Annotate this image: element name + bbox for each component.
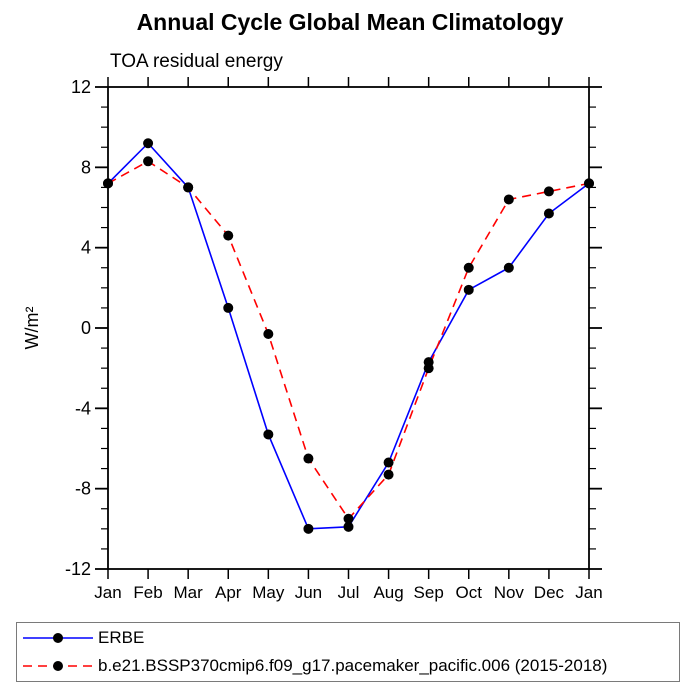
data-point-series-1 <box>223 230 234 241</box>
y-axis-tick-label: 12 <box>71 77 91 97</box>
data-point-series-0 <box>263 429 274 440</box>
y-axis-tick-label: -4 <box>75 398 91 418</box>
data-point-series-1 <box>303 453 314 464</box>
legend-item-model: b.e21.BSSP370cmip6.f09_g17.pacemaker_pac… <box>21 653 679 680</box>
plot-box <box>107 86 590 570</box>
data-point-series-0 <box>503 262 514 273</box>
data-point-series-1 <box>383 469 394 480</box>
series-line-0 <box>107 142 590 530</box>
x-axis-tick-label: Sep <box>414 583 444 602</box>
x-axis-tick-label: Apr <box>215 583 242 602</box>
legend-label-model: b.e21.BSSP370cmip6.f09_g17.pacemaker_pac… <box>98 656 608 675</box>
legend-label-erbe: ERBE <box>98 628 145 647</box>
x-axis-tick-label: May <box>252 583 285 602</box>
x-axis-tick-label: Aug <box>373 583 403 602</box>
chart-title: Annual Cycle Global Mean Climatology <box>136 9 564 35</box>
data-point-series-0 <box>343 521 354 532</box>
y-axis-tick-label: 8 <box>81 157 91 177</box>
x-axis-tick-label: Oct <box>456 583 483 602</box>
y-axis-tick-label: 4 <box>81 238 91 258</box>
x-axis-tick-label: Jan <box>575 583 602 602</box>
y-axis-tick-label: -12 <box>65 559 91 579</box>
data-point-series-1 <box>503 194 514 205</box>
data-point-series-0 <box>223 302 234 313</box>
series-line-1 <box>107 160 590 521</box>
x-axis-tick-label: Dec <box>534 583 565 602</box>
data-point-series-1 <box>543 186 554 197</box>
data-point-series-1 <box>584 178 594 189</box>
y-axis-tick-label: -8 <box>75 479 91 499</box>
plot-area: -12 -8 -4 0 4 8 12 Jan Feb Mar Apr May Jun Jul Aug Sep O… <box>22 77 603 602</box>
data-point-series-0 <box>463 284 474 295</box>
x-axis-tick-label: Feb <box>133 583 162 602</box>
data-point-series-1 <box>103 178 113 189</box>
x-axis-tick-label: Jun <box>295 583 322 602</box>
x-axis-tick-label: Jul <box>338 583 360 602</box>
data-point-series-0 <box>543 208 554 219</box>
data-point-series-0 <box>143 138 154 149</box>
legend-key-blue-solid-line <box>23 633 93 643</box>
data-point-series-1 <box>463 262 474 273</box>
data-point-series-1 <box>423 363 434 374</box>
legend-item-erbe: ERBE <box>21 625 679 652</box>
data-point-series-1 <box>183 182 194 193</box>
x-axis-tick-label: Mar <box>174 583 204 602</box>
x-axis-tick-label: Jan <box>94 583 121 602</box>
y-axis-tick-label: 0 <box>81 318 91 338</box>
chart-subtitle: TOA residual energy <box>110 51 283 72</box>
data-point-series-0 <box>303 523 314 534</box>
data-point-series-1 <box>343 513 354 524</box>
data-point-series-1 <box>263 329 274 340</box>
x-axis-tick-label: Nov <box>494 583 525 602</box>
y-axis-title: W/m² <box>22 307 42 350</box>
data-point-series-0 <box>383 457 394 468</box>
legend-key-red-dashed-line <box>23 661 93 671</box>
legend-box: ERBE b.e21.BSSP370cmip6.f09_g17.pacemake… <box>16 622 680 682</box>
data-point-series-1 <box>143 156 154 167</box>
